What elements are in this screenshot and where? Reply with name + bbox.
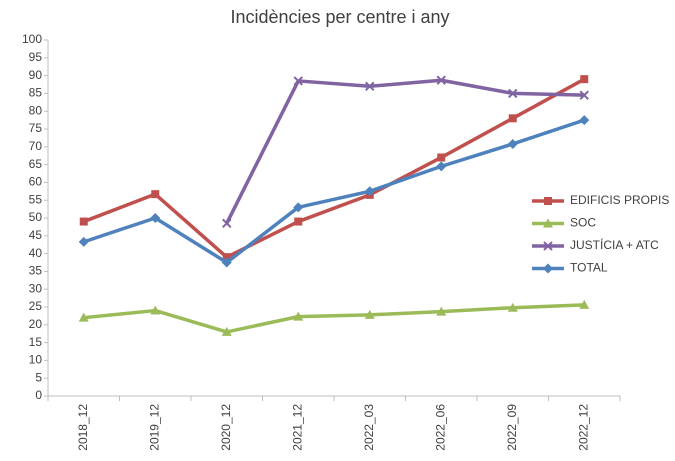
x-tick-label: 2018_12 (76, 404, 90, 451)
data-point (78, 236, 89, 247)
x-tick-label: 2021_12 (290, 404, 304, 451)
y-tick-label: 35 (29, 264, 43, 278)
data-point (151, 190, 160, 199)
y-tick-label: 90 (29, 68, 43, 82)
legend-marker (543, 263, 553, 274)
data-point (437, 153, 446, 162)
y-tick-label: 45 (29, 228, 43, 242)
x-tick-label: 2020_12 (219, 404, 233, 451)
y-tick-label: 100 (22, 32, 42, 46)
data-point (436, 75, 446, 85)
legend-marker (544, 197, 552, 205)
y-tick-label: 30 (29, 281, 43, 295)
x-tick-label: 2022_03 (362, 404, 376, 451)
y-tick-label: 65 (29, 157, 43, 171)
legend-item: JUSTÍCIA + ATC (532, 237, 659, 252)
data-point (79, 217, 88, 226)
data-point (579, 90, 589, 100)
data-point (293, 76, 303, 86)
data-point (508, 88, 518, 99)
legend-label: JUSTÍCIA + ATC (570, 237, 659, 252)
x-tick-label: 2019_12 (147, 404, 161, 451)
data-point (365, 81, 375, 91)
y-tick-label: 70 (29, 139, 43, 153)
legend-label: EDIFICIS PROPIS (570, 193, 669, 207)
series-line (83, 303, 585, 334)
legend-marker (543, 218, 553, 228)
data-point (364, 186, 375, 197)
data-point (293, 202, 304, 213)
data-point (436, 306, 447, 316)
data-point (222, 218, 232, 229)
y-tick-label: 55 (29, 192, 43, 206)
y-tick-label: 25 (29, 299, 43, 313)
legend-marker (543, 241, 553, 251)
x-tick-label: 2022_12 (576, 404, 590, 451)
legend-item: EDIFICIS PROPIS (532, 193, 669, 207)
data-point (150, 305, 161, 315)
legend-label: TOTAL (570, 261, 608, 275)
y-tick-label: 75 (29, 121, 43, 135)
legend-item: TOTAL (532, 261, 608, 275)
series-line (83, 77, 586, 259)
y-tick-label: 20 (29, 317, 43, 331)
y-tick-label: 40 (29, 246, 43, 260)
y-tick-label: 15 (29, 335, 43, 349)
chart-title: Incidències per centre i any (230, 7, 449, 27)
y-tick-label: 80 (29, 103, 43, 117)
data-point (294, 217, 303, 226)
x-tick-label: 2022_09 (505, 404, 519, 451)
series-line (83, 118, 585, 265)
y-tick-label: 0 (35, 388, 42, 402)
y-tick-label: 85 (29, 86, 43, 100)
data-point (150, 213, 161, 223)
data-point (436, 161, 447, 172)
y-tick-label: 50 (29, 210, 43, 224)
y-tick-label: 10 (29, 353, 43, 367)
x-tick-label: 2022_06 (433, 404, 447, 451)
y-tick-label: 5 (35, 370, 42, 384)
data-point (579, 115, 590, 126)
data-point (507, 138, 518, 149)
data-point (78, 312, 89, 322)
data-point (221, 326, 232, 336)
data-point (508, 114, 517, 123)
data-point (580, 75, 589, 84)
data-point (364, 309, 375, 319)
legend-item: SOC (532, 216, 596, 230)
series-line (225, 78, 585, 225)
data-point (293, 311, 304, 321)
data-point (221, 257, 232, 268)
data-point (579, 299, 590, 309)
y-tick-label: 60 (29, 175, 43, 189)
data-point (507, 302, 518, 312)
data-point (222, 253, 231, 262)
y-tick-label: 95 (29, 50, 43, 64)
legend-label: SOC (570, 216, 596, 230)
